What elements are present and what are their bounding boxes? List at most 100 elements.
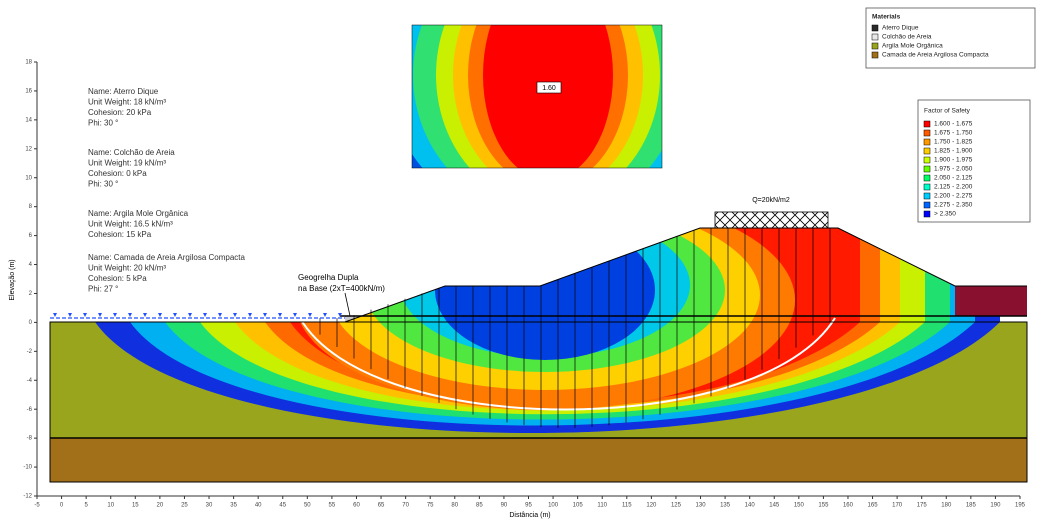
material-property: Cohesion: 0 kPa (88, 169, 147, 178)
material-property: Name: Colchão de Areia (88, 148, 175, 157)
x-tick-label: 175 (917, 503, 928, 509)
x-tick-label: 60 (353, 503, 360, 509)
legend-swatch (924, 121, 930, 127)
x-tick-label: 195 (1015, 503, 1026, 509)
x-tick-label: 70 (402, 503, 409, 509)
x-tick-label: 125 (671, 503, 682, 509)
legend-swatch (924, 130, 930, 136)
x-tick-label: 80 (451, 503, 458, 509)
legend-swatch (872, 52, 878, 58)
material-property: Unit Weight: 19 kN/m³ (88, 159, 166, 168)
material-property: Unit Weight: 18 kN/m³ (88, 98, 166, 107)
water-marker (113, 313, 117, 317)
legend-label: Camada de Areia Argilosa Compacta (882, 52, 989, 59)
x-tick-label: 75 (427, 503, 434, 509)
legend-label: 1.675 - 1.750 (934, 130, 973, 137)
water-marker (203, 313, 207, 317)
water-marker (83, 313, 87, 317)
material-property: Phi: 27 ° (88, 285, 118, 294)
y-tick-label: -2 (27, 349, 33, 355)
legend-title: Materials (872, 14, 901, 21)
x-axis-label: Distância (m) (509, 512, 550, 519)
geogrid-label: Geogrelha Dupla (298, 273, 359, 282)
y-tick-label: 10 (25, 175, 32, 181)
water-marker (278, 313, 282, 317)
legend-swatch (872, 43, 878, 49)
x-tick-label: 20 (157, 503, 164, 509)
x-tick-label: 120 (646, 503, 657, 509)
material-property: Name: Aterro Dique (88, 87, 159, 96)
legend-label: Argila Mole Orgânica (882, 43, 943, 50)
x-tick-label: 45 (279, 503, 286, 509)
material-property: Phi: 30 ° (88, 119, 118, 128)
distributed-load (715, 212, 828, 228)
water-marker (173, 313, 177, 317)
legend-swatch (924, 202, 930, 208)
y-tick-label: 6 (29, 233, 33, 239)
legend-swatch (924, 166, 930, 172)
y-tick-label: 8 (29, 204, 33, 210)
x-tick-label: 55 (329, 503, 336, 509)
legend-swatch (924, 175, 930, 181)
y-tick-label: -12 (23, 494, 32, 500)
legend-swatch (924, 139, 930, 145)
legend-label: 2.125 - 2.200 (934, 184, 973, 191)
y-tick-label: 2 (29, 291, 33, 297)
legend-label: 1.900 - 1.975 (934, 157, 973, 164)
x-tick-label: 110 (597, 503, 607, 509)
y-tick-label: -6 (27, 407, 33, 413)
material-property: Unit Weight: 20 kN/m³ (88, 264, 166, 273)
water-marker (218, 313, 222, 317)
x-tick-label: 90 (501, 503, 508, 509)
x-tick-label: 10 (107, 503, 114, 509)
x-tick-label: 180 (941, 503, 952, 509)
legend-swatch (872, 34, 878, 40)
x-tick-label: 30 (206, 503, 213, 509)
y-tick-label: 16 (25, 89, 32, 95)
y-tick-label: -10 (23, 465, 32, 471)
x-tick-label: 140 (745, 503, 756, 509)
legend-label: 1.975 - 2.050 (934, 166, 973, 173)
legend-label: 2.200 - 2.275 (934, 193, 973, 200)
water-marker (248, 313, 252, 317)
geogrid-leader (345, 293, 350, 316)
x-tick-label: 0 (60, 503, 64, 509)
x-tick-label: 40 (255, 503, 262, 509)
legend-label: Aterro Dique (882, 25, 919, 32)
water-marker (293, 313, 297, 317)
material-info: Name: Aterro Dique Unit Weight: 18 kN/m³ C… (88, 87, 246, 294)
legend-swatch (924, 193, 930, 199)
water-marker (263, 313, 267, 317)
x-tick-label: 160 (843, 503, 854, 509)
water-marker (188, 313, 192, 317)
legend-label: Colchão de Areia (882, 34, 932, 41)
material-property: Cohesion: 5 kPa (88, 274, 147, 283)
water-marker (143, 313, 147, 317)
x-tick-label: 190 (990, 503, 1001, 509)
compact-sand-layer (50, 438, 1027, 482)
water-marker (308, 313, 312, 317)
x-tick-label: 145 (769, 503, 780, 509)
y-tick-label: -8 (27, 436, 33, 442)
legend-title: Factor of Safety (924, 108, 971, 115)
water-marker (98, 313, 102, 317)
x-tick-label: 5 (84, 503, 88, 509)
legend-label: 1.600 - 1.675 (934, 121, 973, 128)
x-tick-label: 35 (230, 503, 237, 509)
material-property: Phi: 30 ° (88, 180, 118, 189)
x-tick-label: 115 (622, 503, 632, 509)
material-property: Unit Weight: 16.5 kN/m³ (88, 220, 173, 229)
legend-label: > 2.350 (934, 211, 956, 218)
water-marker (68, 313, 72, 317)
x-tick-label: 15 (132, 503, 139, 509)
water-marker (323, 313, 327, 317)
min-fos-label: 1.60 (542, 85, 556, 92)
x-tick-label: 65 (378, 503, 385, 509)
geogrid-label: na Base (2xT=400kN/m) (298, 284, 385, 293)
x-tick-label: 105 (573, 503, 584, 509)
slip-centre-grid (388, 0, 708, 225)
legend-swatch (924, 211, 930, 217)
material-property: Name: Camada de Areia Argilosa Compacta (88, 253, 246, 262)
x-tick-label: 185 (966, 503, 977, 509)
material-property: Name: Argila Mole Orgânica (88, 209, 189, 218)
